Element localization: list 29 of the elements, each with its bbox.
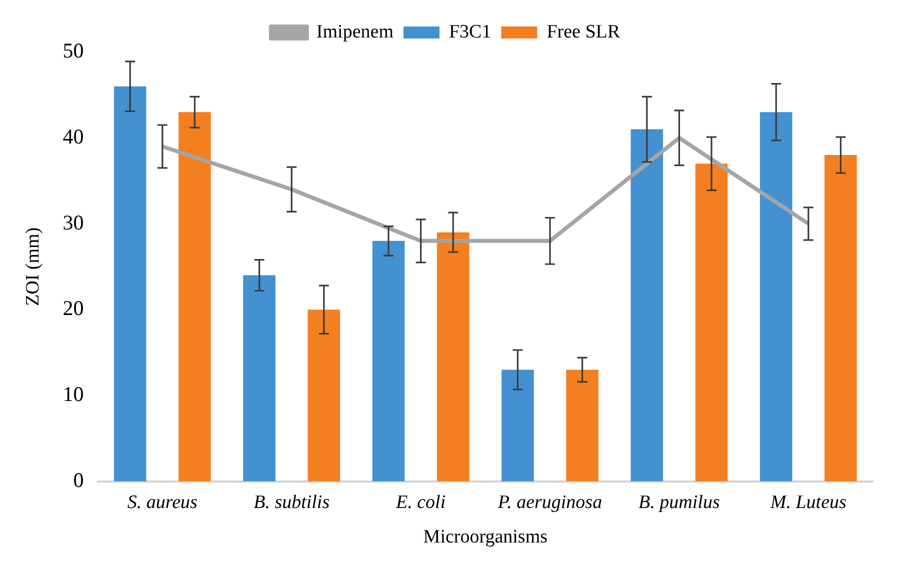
bar bbox=[178, 112, 211, 482]
y-tick-label: 40 bbox=[62, 124, 84, 148]
x-tick-label: B. pumilus bbox=[638, 492, 720, 513]
bar bbox=[114, 86, 146, 482]
y-tick-label: 0 bbox=[73, 468, 84, 492]
legend-label: F3C1 bbox=[448, 21, 492, 42]
x-tick-label: M. Luteus bbox=[769, 492, 846, 513]
bar bbox=[566, 370, 598, 482]
bar bbox=[695, 164, 728, 482]
bar bbox=[243, 275, 276, 482]
bar bbox=[308, 310, 340, 482]
legend-label: Imipenem bbox=[316, 21, 394, 42]
y-tick-label: 30 bbox=[62, 210, 84, 234]
bar bbox=[824, 155, 857, 482]
legend-label: Free SLR bbox=[546, 21, 620, 42]
bar bbox=[760, 112, 792, 482]
x-tick-label: B. subtilis bbox=[254, 492, 330, 513]
y-tick-label: 20 bbox=[62, 296, 84, 320]
x-tick-label: S. aureus bbox=[127, 492, 198, 513]
bar bbox=[436, 232, 470, 482]
y-axis-title: ZOI (mm) bbox=[22, 227, 44, 306]
bar bbox=[502, 370, 534, 482]
y-tick-label: 10 bbox=[62, 382, 84, 406]
x-tick-label: E. coli bbox=[394, 492, 446, 513]
bar bbox=[372, 240, 405, 482]
x-tick-label: P. aeruginosa bbox=[496, 492, 602, 513]
y-tick-label: 50 bbox=[62, 38, 84, 63]
x-axis-title: Microorganisms bbox=[423, 526, 548, 548]
bar bbox=[630, 129, 664, 482]
